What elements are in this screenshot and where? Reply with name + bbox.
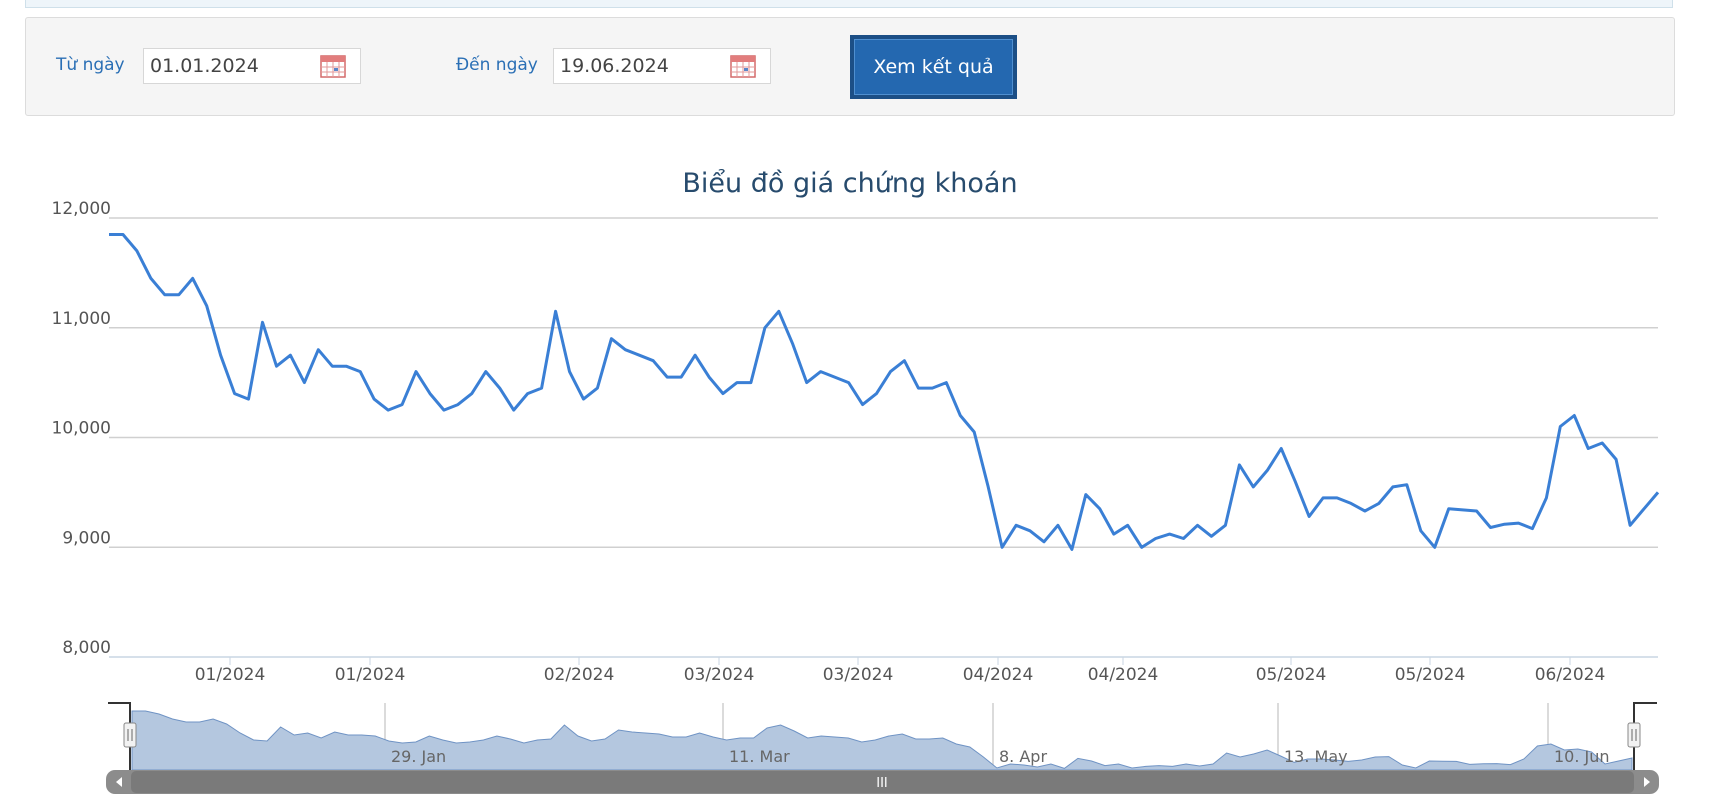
x-tick-label: 04/2024 [963,665,1034,685]
navigator-right-outline [1633,702,1657,770]
x-tick-label: 04/2024 [1088,665,1159,685]
x-tick-label: 03/2024 [684,665,755,685]
navigator-area [131,710,1633,771]
chart-grid [109,217,1658,658]
y-tick-label: 9,000 [62,528,111,548]
x-tick-label: 02/2024 [544,665,615,685]
top-banner-strip [25,0,1673,8]
navigator-right-handle[interactable] [1627,722,1641,748]
x-tick-label: 01/2024 [195,665,266,685]
chart-title: Biểu đồ giá chứng khoán [682,168,1017,199]
from-date-input[interactable] [150,49,320,83]
scrollbar-thumb[interactable] [131,771,1634,793]
navigator-left-outline [108,702,131,770]
y-axis-labels: 12,000 11,000 10,000 9,000 8,000 [52,199,111,658]
from-date-label: Từ ngày [56,55,125,75]
scroll-right-arrow-icon[interactable] [1644,777,1650,787]
view-results-button[interactable]: Xem kết quả [850,35,1017,99]
scrollbar-grip: III [876,776,888,791]
calendar-icon[interactable] [730,54,756,78]
y-tick-label: 12,000 [52,199,111,219]
navigator-left-handle[interactable] [123,722,137,748]
y-tick-label: 11,000 [52,309,111,329]
navigator[interactable]: 29. Jan 11. Mar 8. Apr 13. May 10. Jun [108,702,1657,771]
calendar-icon[interactable] [320,54,346,78]
navigator-label: 29. Jan [391,747,446,766]
x-tick-label: 03/2024 [823,665,894,685]
to-date-label: Đến ngày [456,55,538,75]
y-tick-label: 8,000 [62,638,111,658]
x-tick-label: 05/2024 [1256,665,1327,685]
x-tick-label: 01/2024 [335,665,406,685]
navigator-label: 11. Mar [729,747,790,766]
price-series-line [109,233,1660,551]
navigator-label: 10. Jun [1554,747,1610,766]
x-tick-label: 06/2024 [1535,665,1606,685]
navigator-labels: 29. Jan 11. Mar 8. Apr 13. May 10. Jun [391,747,1610,766]
y-tick-label: 10,000 [52,419,111,439]
from-date-field[interactable] [143,48,361,84]
navigator-label: 8. Apr [999,747,1047,766]
x-tick-label: 05/2024 [1395,665,1466,685]
price-data-points [107,233,1660,552]
scrollbar[interactable]: III [106,770,1659,794]
scroll-left-arrow-icon[interactable] [116,777,122,787]
navigator-label: 13. May [1284,747,1348,766]
to-date-input[interactable] [560,49,730,83]
x-axis-labels: 01/2024 01/2024 02/2024 03/2024 03/2024 04/20… [195,657,1606,685]
to-date-field[interactable] [553,48,771,84]
